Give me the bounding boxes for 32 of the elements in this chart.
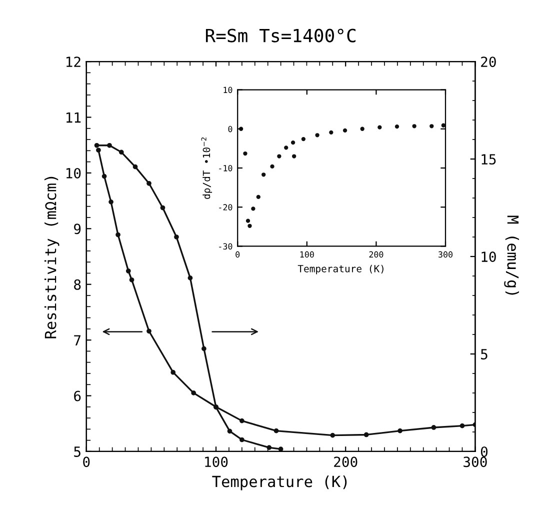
x-axis-title: Temperature (K) [298, 264, 384, 274]
y2-tick-label: 5 [481, 349, 488, 360]
y-tick-label: 5 [74, 446, 80, 457]
y-axis-title: Resistivity (mΩcm) [44, 176, 60, 338]
y-axis-title: dρ/dT •10$^{−2}$ [201, 138, 212, 199]
y2-tick-label: 0 [480, 446, 488, 457]
x-tick-label: 300 [464, 456, 487, 468]
x-tick-label: 200 [369, 251, 384, 258]
y-tick-label: 0 [228, 126, 232, 132]
y-tick-label: -20 [219, 204, 232, 210]
y-tick-label: 6 [74, 390, 81, 402]
x-tick-label: 300 [438, 251, 452, 258]
x-tick-label: 0 [83, 456, 90, 468]
y2-tick-label: 10 [482, 252, 496, 262]
x-tick-label: 100 [205, 456, 228, 468]
y-tick-label: 9 [74, 224, 81, 234]
y-tick-label: -30 [219, 243, 232, 250]
x-tick-label: 100 [300, 251, 314, 258]
y2-tick-label: 20 [481, 56, 496, 68]
y-tick-label: 11 [66, 112, 81, 123]
y-tick-label: 8 [74, 279, 81, 290]
y-tick-label: 7 [74, 335, 80, 346]
x-tick-label: 0 [236, 251, 240, 258]
y-tick-label: 10 [224, 86, 232, 94]
y2-axis-title: M (emu/g) [504, 216, 520, 295]
y-tick-label: -10 [219, 165, 232, 172]
chart-title: R=Sm Ts=1400°C [206, 28, 356, 42]
y-tick-label: 12 [66, 56, 80, 67]
x-tick-label: 200 [334, 456, 358, 468]
y2-tick-label: 15 [482, 154, 496, 165]
x-axis-title: Temperature (K) [212, 475, 347, 490]
y-tick-label: 10 [66, 168, 81, 178]
